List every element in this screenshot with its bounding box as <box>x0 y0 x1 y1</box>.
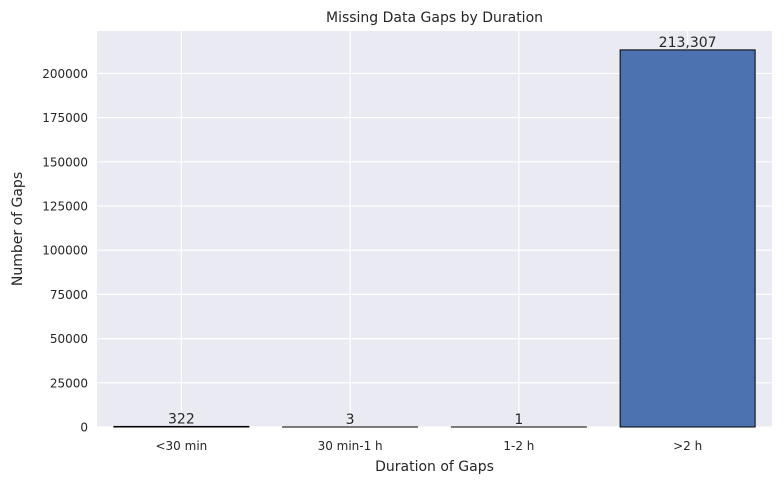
bar-value-label: 3 <box>346 412 355 428</box>
y-tick-label: 150000 <box>42 155 88 169</box>
grid-lines <box>97 31 772 428</box>
bar <box>113 425 250 428</box>
x-tick-label: 1-2 h <box>503 439 534 453</box>
bar-value-label: 1 <box>514 412 523 428</box>
y-tick-labels: 0 25000 50000 75000 100000 125000 150000 175000… <box>42 67 88 435</box>
y-tick-label: 0 <box>80 421 88 435</box>
x-tick-label: <30 min <box>155 439 207 453</box>
bar-value-label: 322 <box>168 411 195 427</box>
y-tick-label: 200000 <box>42 67 88 81</box>
x-axis-label: Duration of Gaps <box>375 459 494 475</box>
bar-value-label: 213,307 <box>659 35 717 51</box>
data-labels: 322 3 1 213,307 <box>168 35 717 428</box>
x-tick-labels: <30 min 30 min-1 h 1-2 h >2 h <box>155 439 702 453</box>
x-tick-label: >2 h <box>673 439 702 453</box>
bar <box>619 49 756 428</box>
y-tick-label: 175000 <box>42 111 88 125</box>
y-tick-label: 125000 <box>42 200 88 214</box>
y-tick-label: 25000 <box>50 376 88 390</box>
y-tick-label: 75000 <box>50 288 88 302</box>
x-tick-label: 30 min-1 h <box>318 439 383 453</box>
chart-title: Missing Data Gaps by Duration <box>326 10 543 26</box>
y-axis-label: Number of Gaps <box>10 172 26 286</box>
bars <box>113 49 756 428</box>
y-tick-label: 100000 <box>42 244 88 258</box>
y-tick-label: 50000 <box>50 332 88 346</box>
